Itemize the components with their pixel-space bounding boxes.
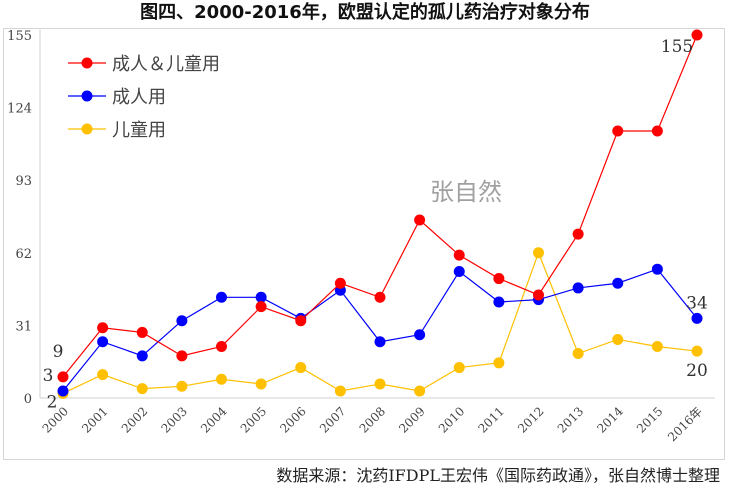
data-point: [493, 296, 505, 308]
x-tick-label: 2012: [515, 404, 546, 435]
data-point: [572, 282, 584, 294]
data-point: [453, 266, 465, 278]
data-point: [216, 340, 227, 352]
y-tick-label: 62: [15, 247, 32, 262]
data-point: [414, 329, 426, 341]
data-point: [255, 301, 267, 313]
data-point: [97, 322, 109, 334]
x-tick-label: 2014: [594, 404, 626, 436]
data-point: [295, 315, 307, 327]
legend-marker: [81, 123, 93, 135]
series-line: [62, 268, 698, 392]
data-label: 155: [661, 37, 693, 57]
data-label: 2: [47, 392, 58, 412]
y-tick-label: 124: [7, 102, 32, 117]
y-tick-label: 93: [15, 174, 32, 189]
x-tick-label: 2011: [475, 404, 506, 435]
data-point: [57, 371, 69, 383]
data-point: [651, 340, 663, 352]
source-note: 数据来源：沈药IFDPL王宏伟《国际药政通》，张自然博士整理: [276, 466, 720, 485]
data-point: [176, 315, 188, 327]
data-point: [533, 247, 544, 259]
data-point: [651, 263, 663, 275]
data-label: 20: [686, 361, 708, 381]
legend-marker: [81, 90, 93, 102]
data-point: [136, 350, 148, 362]
x-tick-label: 2013: [555, 404, 586, 435]
x-tick-label: 2010: [436, 404, 467, 435]
data-point: [334, 277, 346, 289]
data-point: [57, 385, 69, 397]
y-tick-label: 31: [15, 319, 32, 334]
y-tick-label: 155: [7, 29, 32, 44]
x-tick-label: 2003: [158, 404, 189, 435]
data-point: [691, 29, 703, 41]
data-point: [255, 378, 267, 390]
x-tick-label: 2015: [634, 404, 665, 435]
data-point: [414, 385, 426, 397]
data-point: [572, 348, 584, 360]
y-tick-label: 0: [24, 392, 32, 407]
data-point: [612, 277, 624, 289]
data-point: [612, 125, 624, 137]
series-line: [62, 251, 698, 394]
data-point: [176, 350, 188, 362]
data-point: [572, 228, 584, 240]
data-point: [493, 357, 505, 369]
data-point: [453, 249, 465, 261]
data-point: [136, 326, 148, 338]
x-tick-label: 2004: [198, 404, 230, 436]
data-point: [136, 383, 148, 395]
legend-label: 成人＆儿童用: [112, 54, 220, 75]
data-point: [216, 373, 227, 385]
chart-frame: [3, 28, 725, 460]
data-point: [651, 125, 663, 137]
x-tick-label: 2005: [238, 404, 269, 435]
data-label: 34: [686, 293, 708, 313]
data-point: [334, 385, 346, 397]
data-point: [612, 333, 624, 345]
x-tick-label: 2009: [396, 404, 427, 435]
legend-label: 成人用: [112, 87, 166, 108]
legend-marker: [81, 57, 93, 69]
data-point: [374, 336, 386, 348]
x-tick-label: 2006: [277, 404, 308, 435]
data-point: [453, 362, 465, 374]
x-tick-label: 2001: [79, 404, 110, 435]
data-point: [97, 336, 109, 348]
data-label: 9: [53, 342, 64, 362]
x-tick-label: 2008: [357, 404, 388, 435]
data-point: [533, 289, 544, 301]
legend-label: 儿童用: [112, 120, 166, 141]
data-point: [493, 273, 505, 285]
data-point: [691, 312, 703, 324]
data-point: [414, 214, 426, 226]
data-point: [97, 369, 109, 381]
data-label: 3: [43, 366, 54, 386]
x-tick-label: 2002: [119, 404, 150, 435]
data-point: [295, 362, 307, 374]
chart-title: 图四、2000-2016年，欧盟认定的孤儿药治疗对象分布: [140, 2, 590, 23]
x-tick-label: 2016年: [665, 404, 705, 444]
watermark: 张自然: [430, 178, 502, 206]
data-point: [691, 345, 703, 357]
data-point: [216, 291, 227, 303]
x-tick-label: 2007: [317, 404, 348, 435]
data-point: [374, 291, 386, 303]
data-point: [176, 380, 188, 392]
data-point: [374, 378, 386, 390]
data-point: [255, 291, 267, 303]
